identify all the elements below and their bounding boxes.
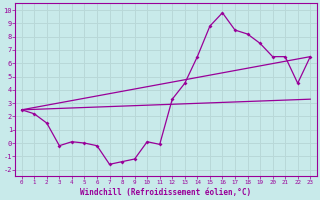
- X-axis label: Windchill (Refroidissement éolien,°C): Windchill (Refroidissement éolien,°C): [80, 188, 252, 197]
